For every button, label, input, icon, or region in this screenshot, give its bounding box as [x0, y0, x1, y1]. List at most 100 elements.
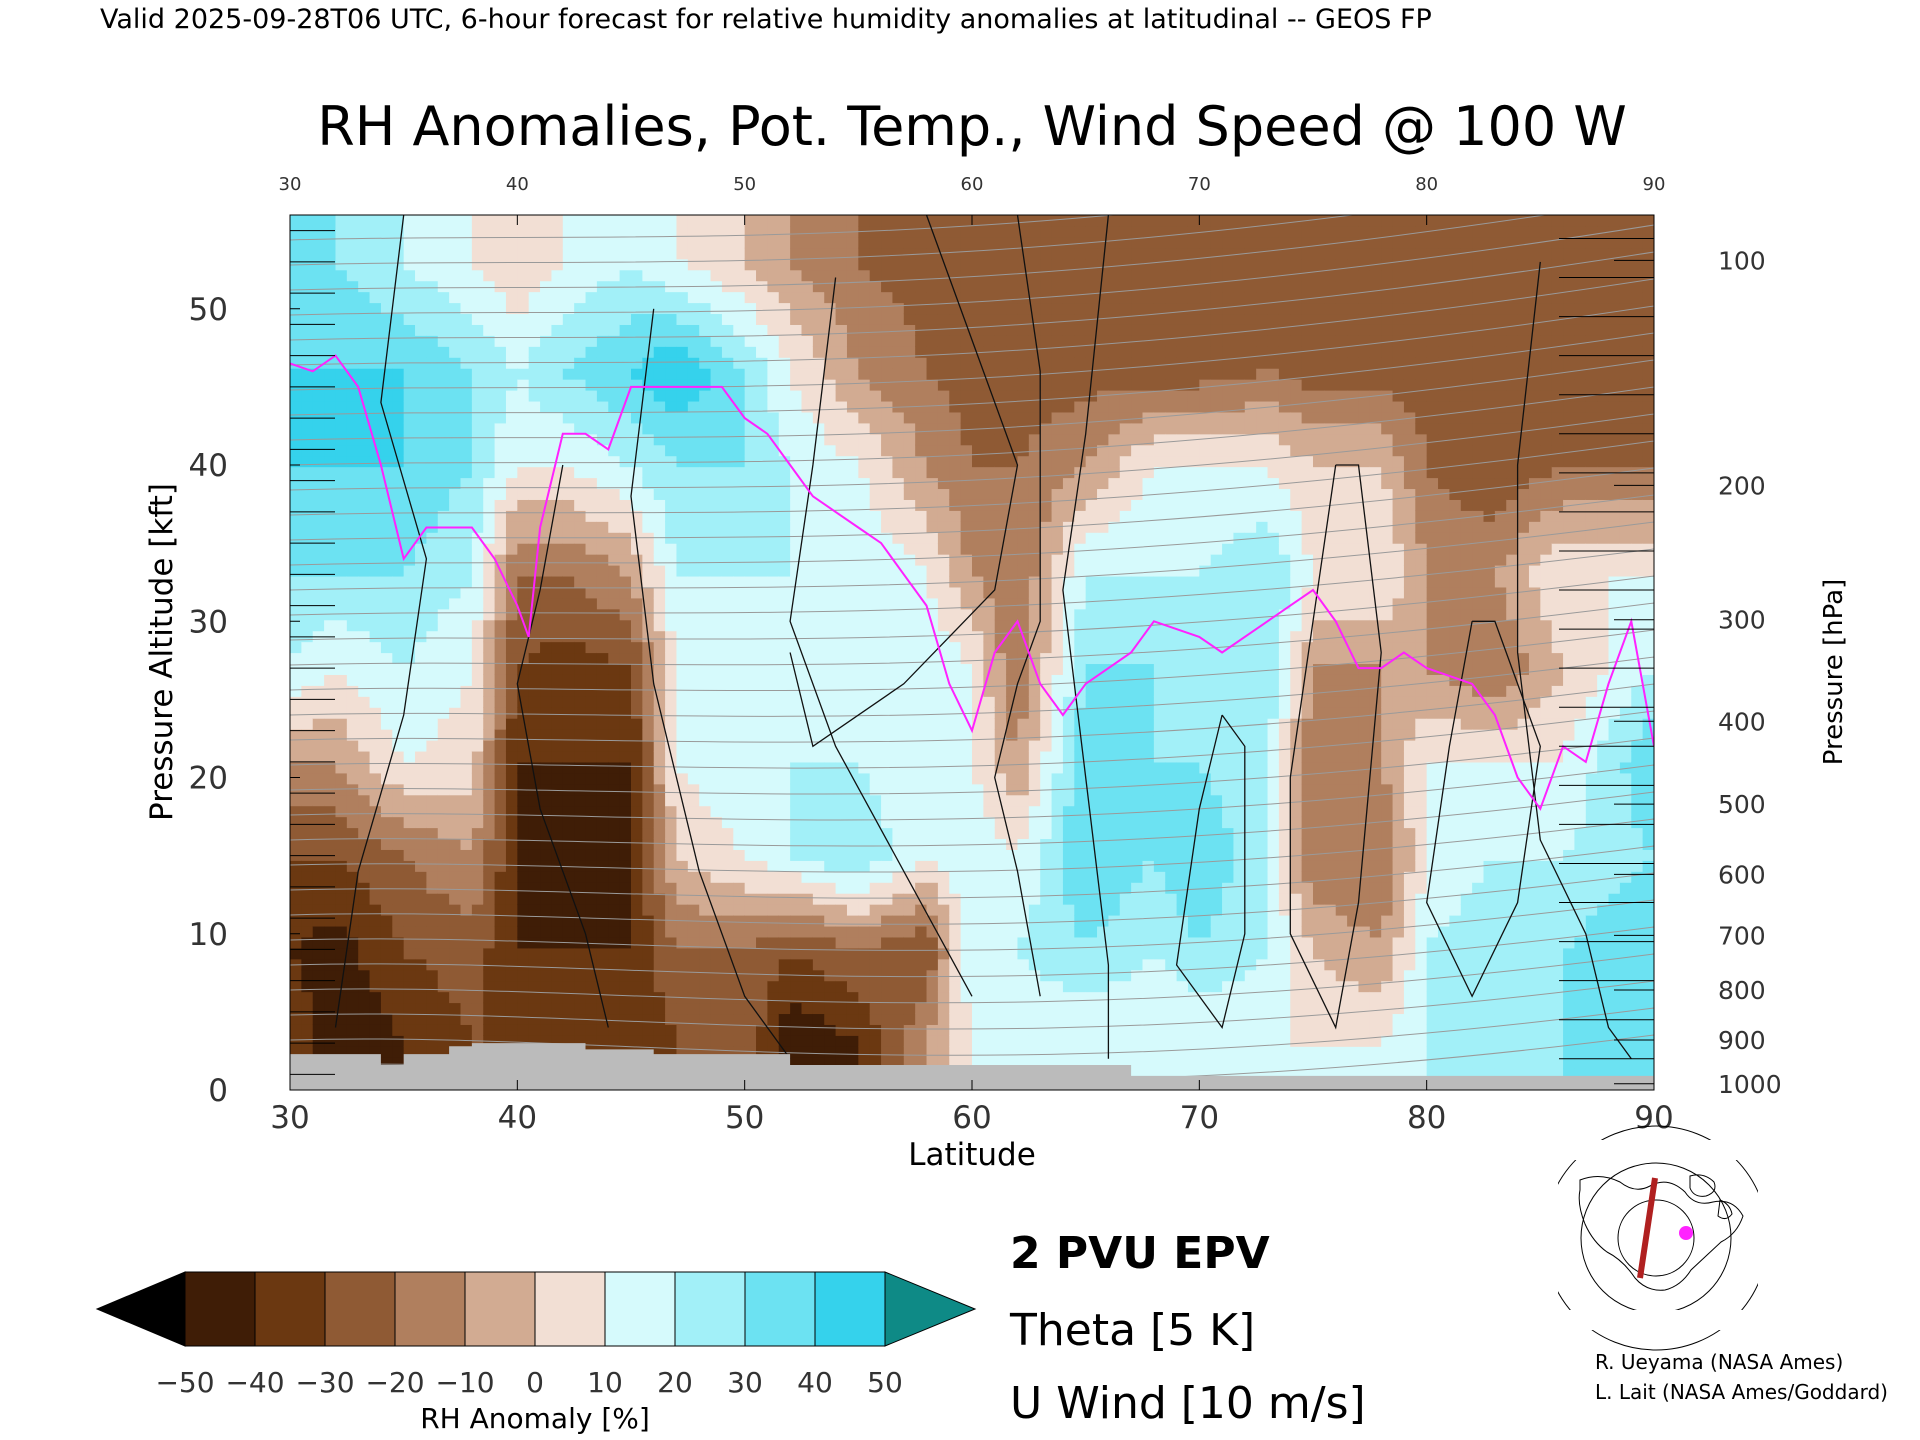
anomaly-cell	[972, 794, 984, 807]
anomaly-cell	[574, 652, 587, 665]
anomaly-cell	[835, 499, 848, 511]
anomaly-cell	[812, 554, 825, 566]
anomaly-cell	[710, 860, 723, 872]
anomaly-cell	[562, 411, 575, 424]
anomaly-cell	[756, 291, 769, 304]
anomaly-cell	[358, 674, 371, 686]
anomaly-cell	[574, 718, 587, 730]
anomaly-cell	[540, 805, 553, 818]
anomaly-cell	[562, 346, 575, 358]
anomaly-cell	[983, 652, 996, 665]
anomaly-cell	[517, 444, 530, 457]
anomaly-cell	[960, 936, 973, 949]
anomaly-cell	[699, 225, 712, 238]
anomaly-cell	[812, 335, 825, 347]
anomaly-cell	[460, 390, 473, 402]
anomaly-cell	[324, 236, 337, 249]
anomaly-cell	[949, 1035, 962, 1047]
anomaly-cell	[710, 368, 723, 380]
anomaly-cell	[653, 565, 666, 577]
anomaly-cell	[972, 871, 984, 883]
anomaly-cell	[585, 893, 598, 905]
anomaly-cell	[335, 477, 348, 490]
anomaly-cell	[346, 729, 359, 741]
anomaly-cell	[631, 597, 643, 610]
anomaly-cell	[449, 368, 462, 380]
anomaly-cell	[778, 368, 791, 380]
anomaly-cell	[449, 772, 462, 785]
anomaly-cell	[585, 1035, 598, 1047]
anomaly-cell	[528, 783, 541, 796]
anomaly-cell	[869, 477, 882, 490]
anomaly-cell	[835, 958, 848, 971]
anomaly-cell	[483, 718, 496, 730]
anomaly-cell	[460, 225, 473, 238]
anomaly-cell	[903, 740, 916, 752]
anomaly-cell	[369, 707, 382, 719]
anomaly-cell	[290, 247, 302, 260]
anomaly-cell	[642, 805, 655, 818]
anomaly-cell	[994, 1046, 1007, 1058]
anomaly-cell	[676, 597, 689, 610]
anomaly-cell	[380, 586, 393, 599]
anomaly-cell	[892, 718, 905, 730]
anomaly-cell	[426, 750, 439, 763]
anomaly-cell	[540, 521, 553, 533]
anomaly-cell	[721, 466, 734, 479]
anomaly-cell	[767, 225, 780, 238]
anomaly-cell	[756, 390, 769, 402]
anomaly-cell	[892, 368, 905, 380]
anomaly-cell	[585, 882, 598, 894]
anomaly-cell	[699, 444, 712, 457]
anomaly-cell	[301, 772, 314, 785]
anomaly-cell	[392, 718, 405, 730]
anomaly-cell	[324, 761, 337, 774]
anomaly-cell	[426, 302, 439, 315]
anomaly-cell	[972, 346, 984, 358]
anomaly-cell	[937, 510, 950, 522]
anomaly-cell	[528, 718, 541, 730]
anomaly-cell	[437, 400, 450, 413]
anomaly-cell	[312, 280, 325, 293]
anomaly-cell	[483, 707, 496, 719]
anomaly-cell	[937, 936, 950, 949]
anomaly-cell	[915, 1024, 928, 1036]
anomaly-cell	[358, 783, 371, 796]
anomaly-cell	[687, 565, 700, 577]
anomaly-cell	[449, 433, 462, 446]
anomaly-cell	[721, 750, 734, 763]
anomaly-cell	[903, 707, 916, 719]
anomaly-cell	[892, 871, 905, 883]
anomaly-cell	[869, 729, 882, 741]
anomaly-cell	[756, 904, 769, 916]
anomaly-cell	[358, 466, 371, 479]
anomaly-cell	[392, 411, 405, 424]
anomaly-cell	[619, 871, 632, 883]
anomaly-cell	[290, 597, 302, 610]
anomaly-cell	[687, 324, 700, 336]
anomaly-cell	[335, 1013, 348, 1025]
anomaly-cell	[653, 379, 666, 391]
anomaly-cell	[665, 729, 678, 741]
anomaly-cell	[881, 904, 894, 916]
anomaly-cell	[346, 575, 359, 588]
anomaly-cell	[505, 915, 518, 927]
anomaly-cell	[426, 805, 439, 818]
anomaly-cell	[710, 499, 723, 511]
anomaly-cell	[790, 936, 803, 949]
anomaly-cell	[358, 893, 371, 905]
anomaly-cell	[596, 444, 609, 457]
anomaly-cell	[767, 685, 780, 697]
anomaly-cell	[301, 215, 314, 227]
anomaly-cell	[721, 269, 734, 282]
anomaly-cell	[733, 532, 746, 544]
anomaly-cell	[437, 1024, 450, 1036]
anomaly-cell	[358, 422, 371, 435]
anomaly-cell	[585, 772, 598, 785]
anomaly-cell	[528, 477, 541, 490]
anomaly-cell	[517, 225, 530, 238]
anomaly-cell	[846, 893, 859, 905]
anomaly-cell	[721, 521, 734, 533]
anomaly-cell	[812, 1057, 825, 1069]
anomaly-cell	[574, 641, 587, 654]
